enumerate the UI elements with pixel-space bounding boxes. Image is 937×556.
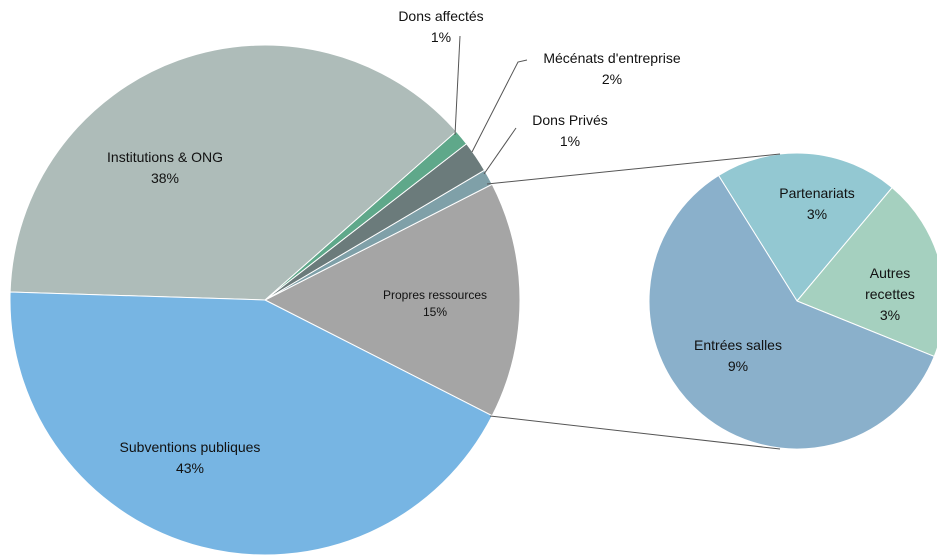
slice-value: 43% [175,460,205,476]
slice-label: Dons Privés 1% [510,110,630,152]
pie-slice [796,186,937,358]
slice-label: Subventions publiques 43% [90,437,290,479]
slice-label: Autres recettes 3% [859,263,921,326]
slice-name: Mécénats d'entreprise [543,50,681,66]
leader-line [471,59,528,153]
pie-slice [9,44,457,301]
slice-label: Partenariats 3% [757,183,877,225]
slice-value: 9% [727,358,749,374]
leader-line [483,127,517,175]
connector-line [489,415,781,450]
slice-name: Institutions & ONG [107,149,223,165]
slice-label: Propres ressources 15% [365,287,505,321]
slice-name: Partenariats [779,185,855,201]
slice-label: Dons affectés 1% [371,6,511,48]
slice-name: Propres ressources [382,288,488,302]
slice-name: Subventions publiques [119,439,261,455]
slice-value: 3% [806,206,828,222]
slice-value: 1% [559,133,581,149]
pie-slice [9,291,493,556]
connector-line [486,153,781,185]
leader-line [454,35,461,136]
slice-label: Entrées salles 9% [668,335,808,377]
slice-name: Autres recettes [865,265,915,302]
slice-value: 1% [430,29,452,45]
slice-name: Dons affectés [398,8,484,24]
pie-slice [263,183,521,417]
pie-slice [717,152,893,302]
pie-slice [648,174,935,450]
slice-label: Institutions & ONG 38% [85,147,245,189]
slice-label: Mécénats d'entreprise 2% [512,48,712,90]
slice-value: 3% [879,307,901,323]
slice-value: 2% [601,71,623,87]
slice-name: Dons Privés [532,112,608,128]
slice-value: 15% [422,305,448,319]
slice-value: 38% [150,170,180,186]
slice-name: Entrées salles [694,337,782,353]
